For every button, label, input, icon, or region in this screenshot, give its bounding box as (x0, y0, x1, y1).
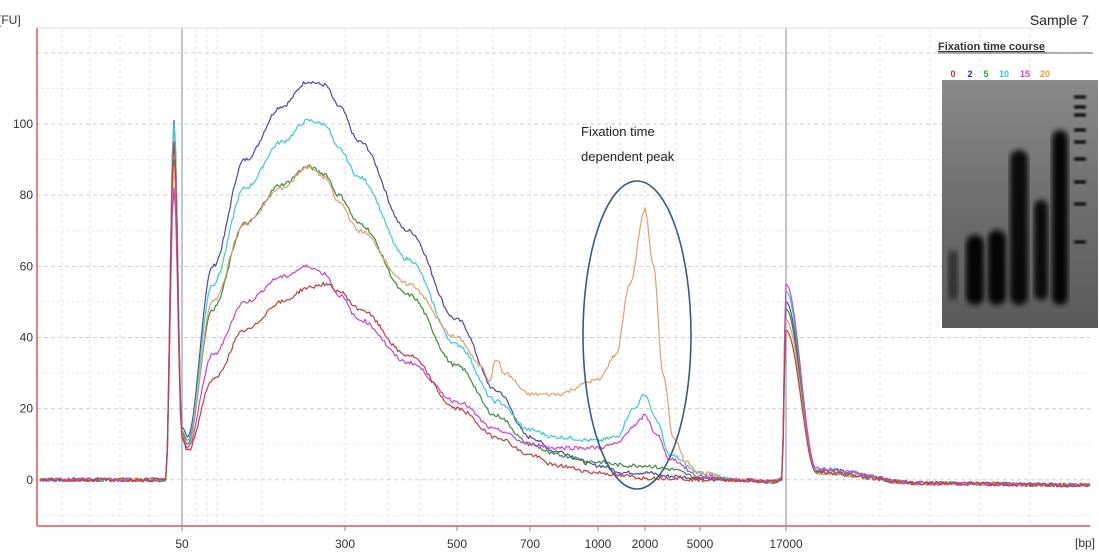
x-tick-label: 300 (335, 537, 355, 551)
gel-lanes (948, 95, 1086, 305)
y-tick-labels: 0 20 40 60 80 100 (13, 117, 33, 487)
peak-highlight-ellipse (582, 180, 692, 490)
y-tick-label: 20 (20, 402, 34, 416)
lane-labels: 0 2 5 10 15 20 (950, 69, 1050, 79)
series-line-5 (39, 141, 1091, 488)
plot-area (37, 28, 1090, 526)
x-tick-label: 5000 (687, 537, 714, 551)
y-axis-label: [FU] (0, 13, 21, 27)
y-tick-label: 40 (20, 330, 34, 344)
lane-label-15: 15 (1020, 69, 1030, 79)
x-tick-label: 1000 (585, 537, 612, 551)
lane-label-10: 10 (999, 69, 1009, 79)
lane-label-20: 20 (1040, 69, 1050, 79)
annotation-line-2: dependent peak (581, 149, 675, 164)
gel-smear (966, 235, 984, 305)
y-tick-label: 80 (20, 188, 34, 202)
gel-ladder-band (1074, 157, 1086, 161)
gel-ladder-band (1074, 95, 1086, 99)
lane-label-5: 5 (983, 69, 988, 79)
gel-smear (1034, 200, 1048, 300)
x-tick-label: 17000 (769, 537, 803, 551)
x-tick-label: 500 (447, 537, 467, 551)
lane-label-0: 0 (950, 69, 955, 79)
gel-smear (1010, 150, 1028, 305)
y-tick-label: 100 (13, 117, 33, 131)
y-tick-label: 0 (26, 473, 33, 487)
gel-ladder-band (1074, 105, 1086, 109)
gel-ladder-band (1074, 128, 1086, 132)
gel-smear (1052, 130, 1068, 305)
gel-ladder-band (1074, 140, 1086, 144)
gel-smear (988, 230, 1006, 305)
chart-title: Sample 7 (1030, 12, 1089, 28)
marker-lines (181, 28, 787, 526)
x-tick-label: 50 (175, 537, 189, 551)
gel-ladder-band (1074, 240, 1086, 244)
gel-smear (948, 250, 958, 300)
x-tick-label: 700 (520, 537, 540, 551)
x-axis-label: [bp] (1075, 536, 1095, 550)
gel-ladder-band (1074, 202, 1086, 206)
gel-inset: Fixation time course 0 2 5 10 15 20 (938, 41, 1098, 328)
x-tick-label: 2000 (632, 537, 659, 551)
gel-ladder-band (1074, 180, 1086, 184)
inset-title: Fixation time course (938, 41, 1045, 53)
series-lines (39, 81, 1091, 488)
x-tick-labels: 50 300 500 700 1000 2000 5000 17000 (175, 526, 803, 551)
y-tick-label: 60 (20, 259, 34, 273)
gel-ladder-band (1074, 113, 1086, 117)
annotation-line-1: Fixation time (581, 124, 655, 139)
lane-label-2: 2 (967, 69, 972, 79)
